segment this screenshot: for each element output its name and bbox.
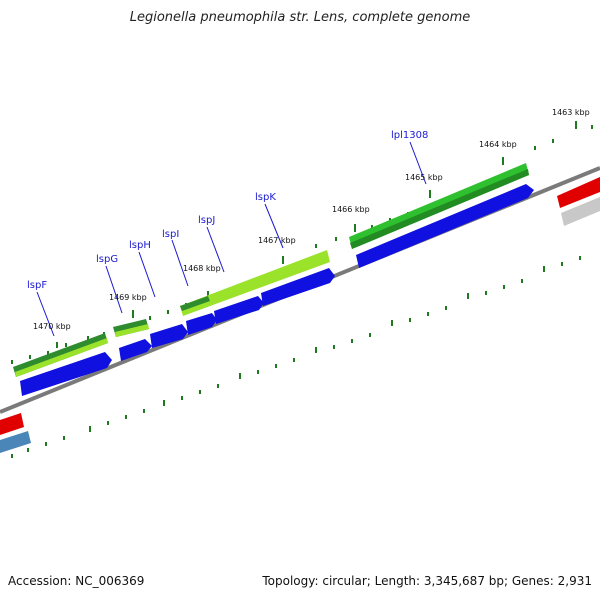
gene-bar-lspF-light [15, 338, 108, 377]
kbp-label-1464: 1464 kbp [479, 140, 517, 149]
cds-arrow-4[interactable] [186, 313, 217, 335]
gene-bar-lpl1308-dark [350, 169, 529, 249]
gene-label-lspK: lspK [255, 192, 276, 203]
gene-label-lspJ: lspJ [198, 215, 215, 226]
cds-arrow-3[interactable] [150, 324, 188, 348]
cds-arrow-1[interactable] [20, 352, 112, 396]
kbp-label-1463: 1463 kbp [552, 108, 590, 117]
kbp-label-1469: 1469 kbp [109, 293, 147, 302]
gene-bar-lspH-dark [180, 296, 210, 311]
gene-label-lspI: lspI [162, 229, 179, 240]
grey-feature-right[interactable] [561, 197, 600, 226]
gene-bar-lspG-light [115, 324, 149, 337]
lower-tick-track [11, 256, 581, 458]
cds-arrow-2[interactable] [119, 339, 152, 361]
cds-arrow-7[interactable] [356, 184, 534, 268]
gene-label-lspF: lspF [27, 280, 47, 291]
kbp-label-1470: 1470 kbp [33, 322, 71, 331]
cds-track [20, 184, 534, 396]
cds-arrow-5[interactable] [214, 296, 264, 324]
gene-label-leaders [36, 141, 427, 337]
kbp-label-1468: 1468 kbp [183, 264, 221, 273]
gene-bar-lspH-lspK[interactable] [180, 250, 330, 316]
gene-label-lpl1308: lpl1308 [391, 130, 428, 141]
gene-label-lspH: lspH [129, 240, 151, 251]
red-feature-right[interactable] [557, 177, 600, 208]
genome-summary-text: Topology: circular; Length: 3,345,687 bp… [262, 574, 592, 588]
gene-track [13, 163, 529, 377]
steel-blue-feature-left[interactable] [0, 431, 31, 453]
red-feature-left[interactable] [0, 413, 24, 435]
map-title: Legionella pneumophila str. Lens, comple… [129, 10, 471, 25]
gene-label-lspG: lspG [96, 254, 118, 265]
kbp-label-1466: 1466 kbp [332, 205, 370, 214]
kbp-label-1467: 1467 kbp [258, 236, 296, 245]
accession-text: Accession: NC_006369 [8, 574, 145, 588]
upper-tick-track [11, 121, 593, 364]
kbp-label-1465: 1465 kbp [405, 173, 443, 182]
cds-arrow-6[interactable] [261, 268, 335, 306]
